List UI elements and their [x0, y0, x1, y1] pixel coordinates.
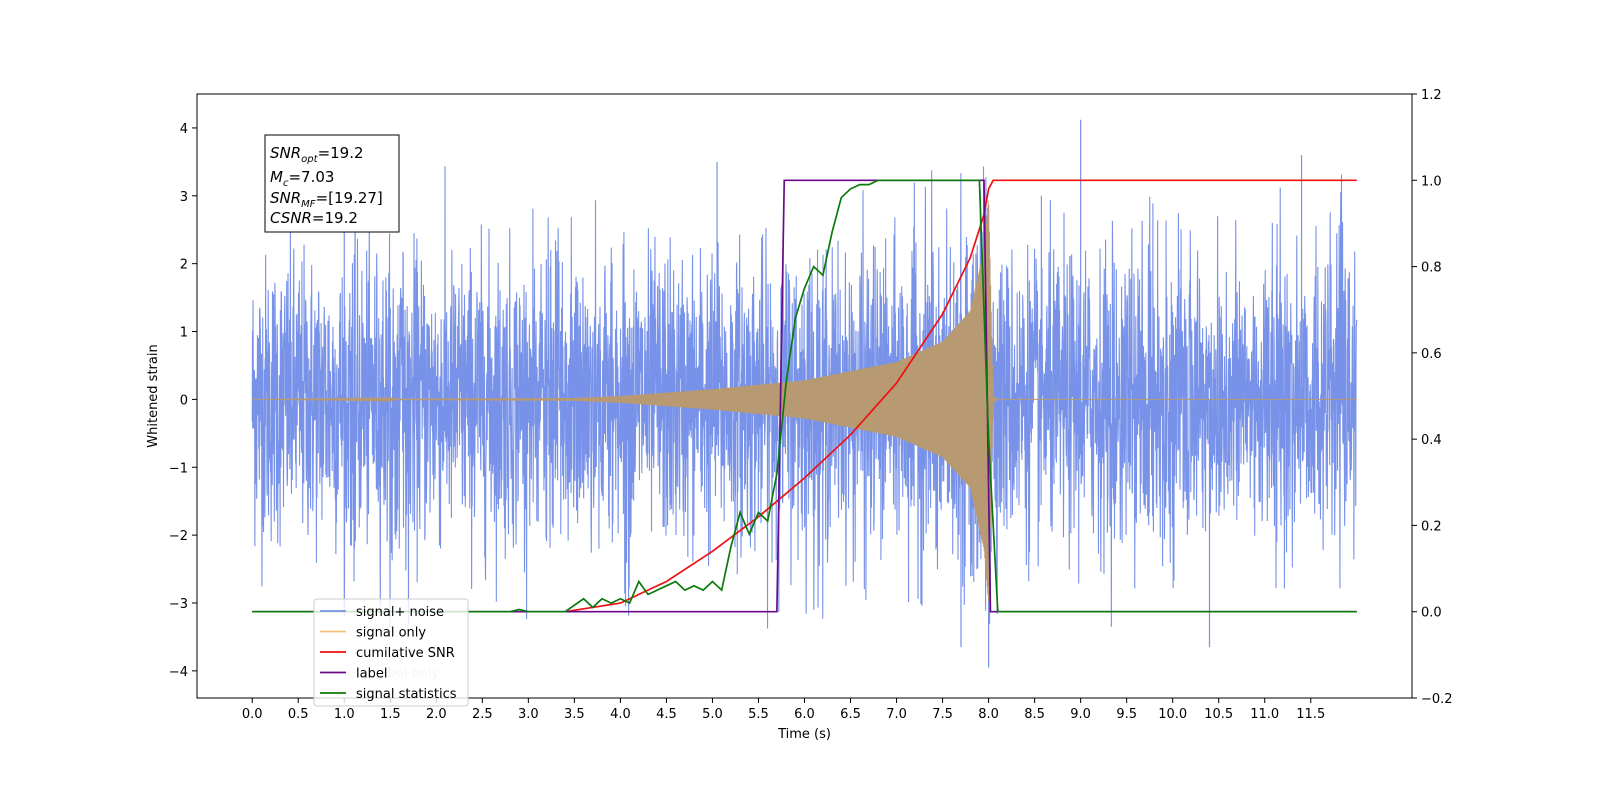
- snr-opt-value: =19.2: [318, 144, 364, 162]
- series-signal-statistics: [252, 179, 1357, 613]
- x-tick-label: 4.0: [610, 707, 631, 722]
- x-tick-label: 9.5: [1116, 707, 1137, 722]
- y2-tick-label: 0.8: [1421, 261, 1442, 276]
- csnr-symbol: CSNR: [270, 209, 312, 227]
- legend-label-label: label: [356, 667, 387, 682]
- series-signal-only: [252, 200, 1357, 602]
- y-tick-label: −4: [169, 665, 188, 680]
- x-tick-label: 0.5: [288, 707, 309, 722]
- snr-mf-subscript: MF: [301, 199, 316, 210]
- x-tick-label: 2.0: [426, 707, 447, 722]
- x-tick-label: 1.0: [334, 707, 355, 722]
- legend-frame: [313, 598, 469, 707]
- snr-opt-text: SNRopt=19.2: [270, 144, 364, 165]
- x-tick-label: 1.5: [380, 707, 401, 722]
- y-tick-label: 3: [180, 190, 188, 205]
- x-tick-label: 3.5: [564, 707, 585, 722]
- csnr-text: CSNR=19.2: [270, 209, 358, 227]
- x-tick-label: 11.5: [1296, 707, 1325, 722]
- snr-opt-symbol: SNR: [270, 144, 301, 162]
- legend-label-signal-only: signal only: [356, 626, 426, 641]
- mc-subscript: c: [283, 178, 289, 189]
- x-tick-label: 11.0: [1250, 707, 1279, 722]
- x-tick-label: 0.0: [242, 707, 263, 722]
- x-tick-label: 10.0: [1158, 707, 1187, 722]
- x-tick-label: 8.5: [1024, 707, 1045, 722]
- snr-annotation-box: SNRopt=19.2 Mc=7.03 SNRMF=[19.27] CSNR=1…: [264, 134, 400, 233]
- x-axis-label: Time (s): [777, 727, 831, 742]
- y-tick-label: 0: [180, 393, 188, 408]
- x-tick-label: 6.5: [840, 707, 861, 722]
- y2-tick-label: 0.6: [1421, 347, 1442, 362]
- x-tick-label: 5.5: [748, 707, 769, 722]
- x-tick-label: 6.0: [794, 707, 815, 722]
- mc-value: =7.03: [288, 168, 334, 186]
- y2-tick-label: 1.0: [1421, 174, 1442, 189]
- y-tick-label: −2: [169, 529, 188, 544]
- y2-tick-label: −0.2: [1421, 692, 1453, 707]
- legend-label-signal-noise: signal+ noise: [356, 605, 444, 620]
- x-tick-label: 2.5: [472, 707, 493, 722]
- mc-symbol: M: [270, 168, 283, 186]
- y-tick-label: 2: [180, 258, 188, 273]
- x-tick-label: 5.0: [702, 707, 723, 722]
- y-axis-label: Whitened strain: [146, 344, 161, 447]
- y-tick-label: −3: [169, 597, 188, 612]
- y2-tick-label: 0.2: [1421, 519, 1442, 534]
- y-tick-label: 4: [180, 122, 188, 137]
- x-tick-label: 4.5: [656, 707, 677, 722]
- snr-mf-value: =[19.27]: [316, 189, 383, 207]
- x-tick-label: 3.0: [518, 707, 539, 722]
- y2-tick-label: 0.4: [1421, 433, 1442, 448]
- y-tick-label: 1: [180, 326, 188, 341]
- series-signal-noise: [251, 156, 1358, 629]
- snr-mf-text: SNRMF=[19.27]: [270, 189, 383, 210]
- snr-mf-symbol: SNR: [270, 189, 301, 207]
- y-tick-label: −1: [169, 461, 188, 476]
- x-tick-label: 7.5: [932, 707, 953, 722]
- x-tick-label: 8.0: [978, 707, 999, 722]
- snr-opt-subscript: opt: [301, 154, 318, 165]
- tick-layer: 0.0 0.5 1.0 1.5 2.0 2.5 3.0 3.5 4.0 4.5 5.0 5.5 6.0 6…: [169, 88, 1453, 722]
- chirp-mass-text: Mc=7.03: [270, 168, 334, 189]
- series-cumilative-snr: [565, 179, 1357, 613]
- x-tick-label: 7.0: [886, 707, 907, 722]
- x-tick-label: 9.0: [1070, 707, 1091, 722]
- csnr-value: =19.2: [312, 209, 358, 227]
- legend-label-signal-statistics: signal statistics: [356, 687, 457, 702]
- plot-area: [251, 119, 1358, 668]
- y2-tick-label: 0.0: [1421, 606, 1442, 621]
- legend-label-cumilative-snr: cumilative SNR: [356, 646, 455, 661]
- x-tick-label: 10.5: [1204, 707, 1233, 722]
- annotation-frame: [264, 134, 400, 233]
- y2-tick-label: 1.2: [1421, 88, 1442, 103]
